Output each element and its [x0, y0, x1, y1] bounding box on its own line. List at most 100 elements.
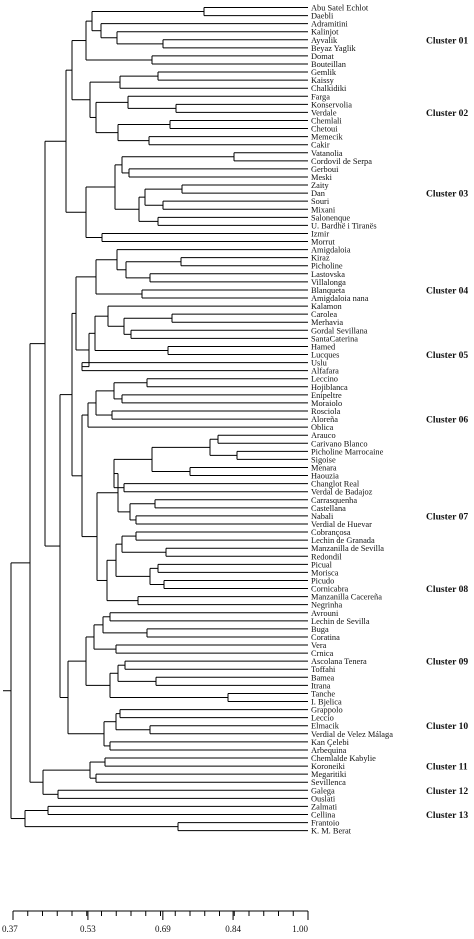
- cluster-label: Cluster 07: [426, 511, 468, 522]
- similarity-axis: 0.37 0.53 0.69 0.84 1.00: [2, 910, 309, 934]
- leaf-label: Manzanilla Cacereña: [311, 593, 382, 602]
- leaf-label: Zaity: [311, 181, 329, 190]
- leaf-label: Kiraz: [311, 254, 330, 263]
- leaf-label: Vera: [311, 641, 327, 650]
- leaf-label: Picual: [311, 560, 333, 569]
- leaf-label: Oblica: [311, 423, 334, 432]
- axis-tick-label: 0.53: [80, 924, 96, 934]
- leaf-label: Redondil: [311, 552, 342, 561]
- leaf-label: Menara: [311, 463, 337, 472]
- leaf-label: Daebli: [311, 12, 334, 21]
- leaf-label: Frantoio: [311, 819, 339, 828]
- leaf-label: Galega: [311, 786, 335, 795]
- leaf-label: Lechin de Granada: [311, 536, 375, 545]
- leaf-label: Uslu: [311, 359, 328, 368]
- leaf-label: Ascolana Tenera: [311, 657, 367, 666]
- leaf-label: Cobrançosa: [311, 528, 351, 537]
- leaf-label: Kalinjot: [311, 28, 339, 37]
- leaf-label: Koroneiki: [311, 762, 346, 771]
- leaf-label: Negrinha: [311, 601, 342, 610]
- leaf-label: Leccino: [311, 375, 338, 384]
- leaf-label: Grappolo: [311, 706, 343, 715]
- leaf-label: Merhavia: [311, 318, 343, 327]
- leaf-label: Avrouni: [311, 609, 339, 618]
- leaf-label: Sevillenca: [311, 778, 346, 787]
- leaf-label: Aloreña: [311, 415, 338, 424]
- cluster-label: Cluster 08: [426, 584, 468, 595]
- leaf-label: Picudo: [311, 576, 334, 585]
- leaf-label: Bouteillan: [311, 60, 347, 69]
- leaf-label: Castellana: [311, 504, 346, 513]
- leaf-label: Farga: [311, 92, 330, 101]
- axis-tick-label: 0.37: [2, 924, 18, 934]
- leaf-label: Coratina: [311, 633, 340, 642]
- leaf-label: Verdial de Huevar: [311, 520, 372, 529]
- cluster-label: Cluster 02: [426, 108, 468, 119]
- leaf-label: Ayvalik: [311, 36, 338, 45]
- leaf-label: Kaissy: [311, 76, 335, 85]
- leaf-label: Carrasquenha: [311, 496, 357, 505]
- leaf-label: I. Bjelica: [311, 698, 342, 707]
- cluster-label: Cluster 09: [426, 657, 468, 668]
- leaf-label: Lechin de Sevilla: [311, 617, 370, 626]
- leaf-label: Domat: [311, 52, 334, 61]
- leaf-label: Abu Satel Echlot: [311, 4, 369, 13]
- leaf-label: Sigoise: [311, 455, 336, 464]
- leaf-label: Picholine Marrocaine: [311, 447, 384, 456]
- leaf-label: Bamea: [311, 673, 335, 682]
- leaf-label: Izmir: [311, 229, 329, 238]
- leaf-label: Arbequina: [311, 746, 347, 755]
- leaf-label: U. Bardhë i Tiranës: [311, 221, 377, 230]
- leaf-label: Haouzia: [311, 472, 339, 481]
- leaf-label: Kalamon: [311, 302, 343, 311]
- leaf-label: Salonenque: [311, 213, 350, 222]
- leaf-label: Cellina: [311, 811, 335, 820]
- leaf-labels: Abu Satel EchlotDaebliAdramitiniKalinjot…: [311, 4, 393, 836]
- leaf-label: Amigdaloia nana: [311, 294, 369, 303]
- leaf-label: Vatanolia: [311, 149, 343, 158]
- leaf-label: Alfafara: [311, 367, 339, 376]
- cluster-label: Cluster 04: [426, 285, 468, 296]
- leaf-label: Verdial de Velez Málaga: [311, 730, 393, 739]
- leaf-label: Blanqueta: [311, 286, 345, 295]
- leaf-label: Kan Çelebi: [311, 738, 350, 747]
- cluster-label: Cluster 10: [426, 721, 468, 732]
- leaf-label: Chemlali: [311, 116, 342, 125]
- leaf-label: Gemlik: [311, 68, 337, 77]
- cluster-label: Cluster 06: [426, 415, 468, 426]
- leaf-label: Toffahi: [311, 665, 336, 674]
- dendrogram-branches: [3, 7, 308, 832]
- leaf-label: Rosciola: [311, 407, 341, 416]
- leaf-label: Moraiolo: [311, 399, 342, 408]
- leaf-label: Enipeltre: [311, 391, 342, 400]
- leaf-label: Beyaz Yaglik: [311, 44, 356, 53]
- leaf-label: Lastovska: [311, 270, 345, 279]
- leaf-label: Cornicabra: [311, 585, 348, 594]
- leaf-label: Megaritiki: [311, 770, 347, 779]
- cluster-label: Cluster 13: [426, 810, 468, 821]
- leaf-label: Elmacik: [311, 722, 340, 731]
- cluster-label: Cluster 11: [426, 762, 468, 773]
- leaf-label: Arauco: [311, 431, 336, 440]
- cluster-label: Cluster 03: [426, 189, 468, 200]
- leaf-label: Memecik: [311, 133, 343, 142]
- leaf-label: SantaCaterina: [311, 334, 358, 343]
- leaf-label: Souri: [311, 197, 330, 206]
- cluster-label: Cluster 01: [426, 35, 468, 46]
- leaf-label: Dan: [311, 189, 326, 198]
- leaf-label: Villalonga: [311, 278, 346, 287]
- axis-tick-label: 1.00: [292, 924, 308, 934]
- leaf-label: Tanche: [311, 689, 335, 698]
- leaf-label: Cakir: [311, 141, 330, 150]
- leaf-label: Amigdaloia: [311, 246, 351, 255]
- leaf-label: Morisca: [311, 568, 339, 577]
- leaf-label: Hojiblanca: [311, 383, 348, 392]
- leaf-label: Itrana: [311, 681, 331, 690]
- leaf-label: Gordal Sevillana: [311, 326, 368, 335]
- leaf-label: Chalkidiki: [311, 84, 347, 93]
- leaf-label: Ouslati: [311, 794, 336, 803]
- leaf-label: Lucques: [311, 351, 339, 360]
- leaf-label: Leccio: [311, 714, 334, 723]
- cluster-label: Cluster 12: [426, 786, 468, 797]
